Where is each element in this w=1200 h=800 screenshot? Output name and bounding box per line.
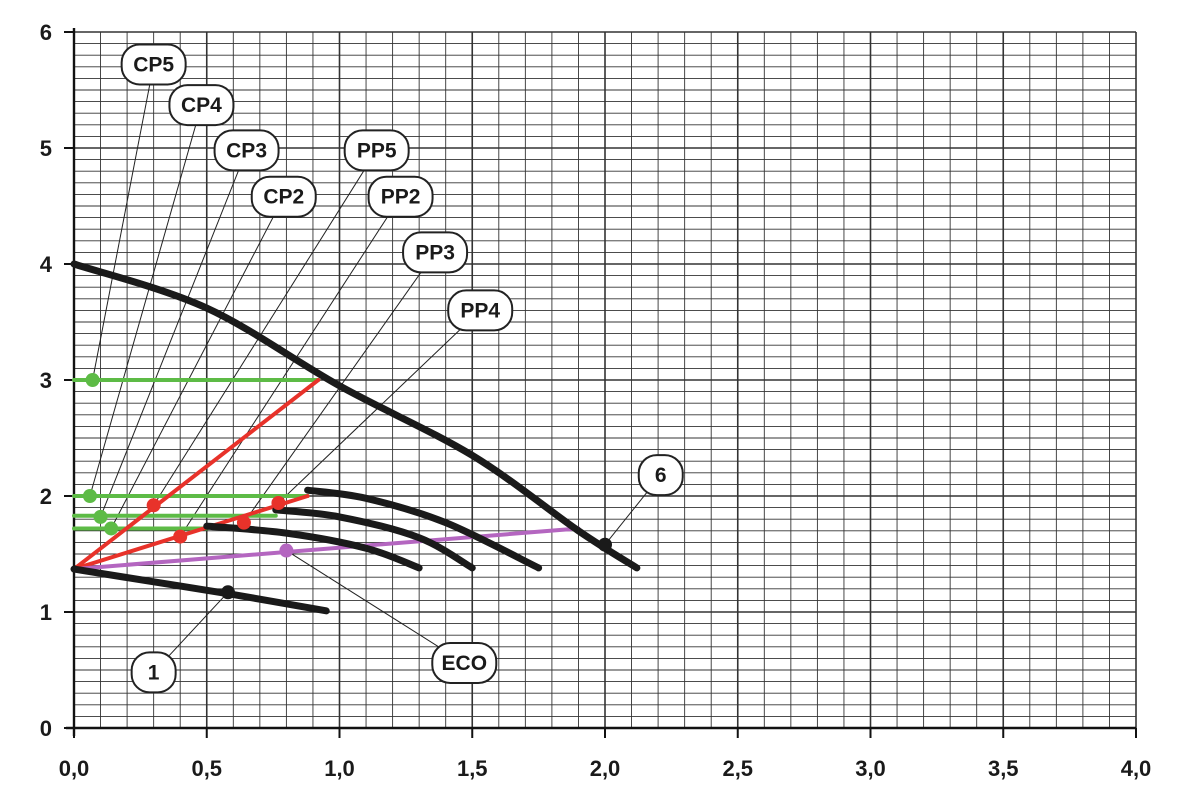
black-speed-curves [70, 260, 641, 615]
red-marker [271, 495, 286, 510]
leader-line [286, 550, 465, 664]
curve-label-box [130, 651, 177, 694]
curve-label-text: CP5 [133, 53, 174, 76]
black-marker [598, 537, 612, 552]
curve-label-text: 1 [148, 661, 160, 684]
red-proportional-lines [72, 378, 321, 572]
pump-curve-speed-5 [304, 486, 543, 572]
y-tick-labels: 0 1 2 3 4 5 6 [40, 20, 53, 741]
green-marker [104, 521, 119, 536]
x-tick-labels: 0,0 0,5 1,0 1,5 2,0 2,5 3,0 3,5 4,0 [59, 756, 1152, 781]
curve-label-text: CP4 [181, 94, 222, 117]
curve-label-text: ECO [442, 652, 488, 675]
leader-line [179, 196, 401, 537]
red-line [72, 378, 321, 572]
red-marker [173, 529, 188, 544]
y-tick-label: 6 [40, 20, 52, 45]
y-tick-label: 5 [40, 136, 52, 161]
markers [82, 373, 612, 600]
y-tick-label: 4 [40, 252, 53, 277]
x-tick-label: 1,0 [324, 756, 355, 781]
curve-label-box [213, 129, 280, 172]
curve-label-box [343, 129, 410, 172]
x-tick-label: 0,5 [191, 756, 222, 781]
purple-line [72, 526, 581, 572]
pump-curve-speed-1 [70, 565, 330, 615]
curve-label-box [168, 84, 235, 127]
green-marker [93, 509, 108, 524]
curve-label-box [402, 231, 469, 274]
curve-label-text: PP2 [381, 186, 421, 209]
leader-line [89, 104, 202, 497]
y-tick-label: 2 [40, 484, 52, 509]
pump-curve-speed-4 [272, 506, 476, 572]
leader-line [92, 64, 155, 381]
curve-label-box [447, 289, 514, 332]
x-tick-label: 4,0 [1121, 756, 1152, 781]
curve-label-text: PP4 [460, 299, 500, 322]
x-tick-label: 2,0 [590, 756, 621, 781]
curve-label-box [250, 175, 317, 218]
curve-label-box [431, 642, 498, 685]
purple-eco-line [72, 526, 581, 572]
x-tick-label: 3,5 [988, 756, 1019, 781]
y-tick-label: 1 [40, 600, 52, 625]
curve-label-text: PP3 [415, 241, 455, 264]
pump-curve-speed-6 [70, 260, 641, 572]
leader-line [100, 150, 248, 518]
y-tick-label: 3 [40, 368, 52, 393]
curve-label-text: CP3 [226, 139, 267, 162]
purple-marker [279, 543, 294, 558]
curve-label-box [120, 43, 187, 86]
leader-line [153, 150, 378, 506]
curve-label-text: CP2 [263, 186, 304, 209]
curve-label-box [637, 454, 684, 497]
x-tick-label: 3,0 [855, 756, 886, 781]
green-marker [85, 373, 100, 387]
y-tick-label: 0 [40, 716, 52, 741]
green-marker [82, 489, 97, 503]
x-tick-label: 0,0 [59, 756, 90, 781]
leader-line [110, 196, 285, 529]
curve-label-text: PP5 [357, 139, 397, 162]
red-marker [146, 498, 161, 513]
curve-label-text: 6 [655, 464, 667, 487]
red-line [72, 494, 310, 572]
black-marker [220, 585, 235, 600]
red-marker [236, 515, 251, 530]
x-tick-label: 1,5 [457, 756, 488, 781]
curve-label-box [367, 175, 434, 218]
x-tick-label: 2,5 [722, 756, 753, 781]
